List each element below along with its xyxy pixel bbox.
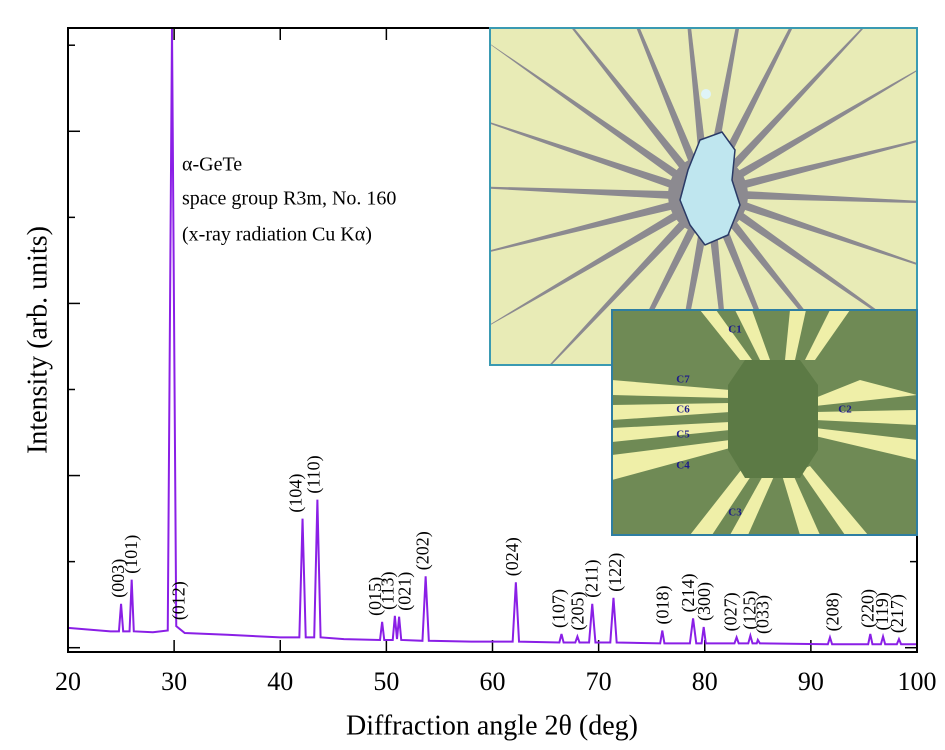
peak-label: (217): [887, 594, 908, 633]
peak-label: (110): [303, 455, 324, 493]
electrode: [490, 28, 679, 171]
x-tick-label: 20: [55, 667, 81, 696]
x-tick-label: 30: [161, 667, 187, 696]
x-tick-label: 90: [798, 667, 824, 696]
peak-label: (027): [720, 592, 741, 631]
lead: [700, 310, 752, 360]
electrode: [639, 28, 699, 158]
electrode: [743, 210, 917, 340]
peak-label: (122): [605, 553, 626, 592]
x-axis-label: Diffraction angle 2θ (deg): [346, 710, 638, 741]
electrode: [574, 28, 688, 163]
electrode: [551, 227, 688, 365]
peak-label: (119): [872, 592, 893, 630]
lead: [815, 428, 917, 460]
peak-label: (021): [395, 572, 416, 611]
inset-photo-bottom: [612, 310, 917, 535]
peak-label: (018): [653, 585, 674, 624]
electrode: [691, 28, 736, 155]
peak-label: (205): [568, 592, 589, 631]
text-block: α-GeTe space group R3m, No. 160 (x-ray r…: [182, 154, 396, 246]
electrode: [737, 28, 917, 171]
peak-label: (015): [365, 577, 386, 616]
lead: [800, 466, 868, 535]
lead: [612, 422, 730, 442]
electrode: [490, 44, 673, 180]
electrode: [747, 199, 917, 264]
peak-label: (211): [581, 559, 602, 597]
x-tick-label: 60: [480, 667, 506, 696]
x-tick-label: 100: [898, 667, 937, 696]
lead: [730, 472, 775, 535]
peak-label: (300): [694, 582, 715, 621]
peak-label: (107): [549, 589, 570, 628]
inset-photo-top: [490, 28, 917, 365]
y-axis-label: Intensity (arb. units): [22, 226, 53, 454]
electrode: [717, 28, 790, 158]
electrode: [490, 219, 679, 365]
contact-label: C6: [676, 404, 690, 416]
lead: [805, 310, 850, 360]
peak-label: (202): [413, 531, 434, 570]
peak-label: (033): [752, 595, 773, 634]
x-tick-label: 50: [373, 667, 399, 696]
contact-label: C3: [728, 507, 742, 519]
lead: [735, 310, 770, 360]
inset-border: [611, 309, 918, 536]
x-tick-label: 70: [586, 667, 612, 696]
lead: [612, 440, 730, 480]
peak-label: (208): [822, 592, 843, 631]
lead: [815, 380, 917, 406]
lead: [785, 310, 806, 360]
peak-label: (024): [502, 537, 523, 576]
electrode: [743, 71, 917, 181]
text-line: (x-ray radiation Cu Kα): [182, 224, 372, 246]
lead: [612, 403, 730, 420]
flake: [679, 131, 741, 246]
contact-label: C1: [728, 324, 741, 336]
flake-small: [701, 89, 711, 99]
peak-label: (003): [108, 559, 129, 598]
x-tick-label: 80: [692, 667, 718, 696]
peak-label: (101): [121, 535, 142, 574]
text-line: α-GeTe: [182, 154, 242, 176]
peak-label: (125): [740, 591, 761, 630]
contact-label: C5: [676, 429, 690, 441]
peak-label: (220): [857, 589, 878, 628]
text-line: space group R3m, No. 160: [182, 188, 396, 210]
electrode: [747, 142, 917, 201]
channel: [728, 360, 818, 478]
lead: [690, 465, 755, 535]
contact-label: C7: [676, 374, 690, 386]
contact-label: C2: [838, 404, 852, 416]
electrode: [490, 188, 669, 251]
peak-label: (012): [169, 581, 190, 620]
peak-label: (214): [678, 573, 699, 612]
lead: [612, 380, 730, 398]
peak-label: (104): [285, 474, 306, 513]
contact-label: C4: [676, 460, 690, 472]
lead: [815, 410, 917, 425]
electrode: [728, 28, 862, 163]
x-tick-label: 40: [267, 667, 293, 696]
electrode: [490, 209, 673, 325]
data-line: [68, 28, 917, 646]
electrode: [490, 123, 669, 191]
peak-label: (113): [378, 572, 399, 610]
lead: [782, 472, 820, 535]
